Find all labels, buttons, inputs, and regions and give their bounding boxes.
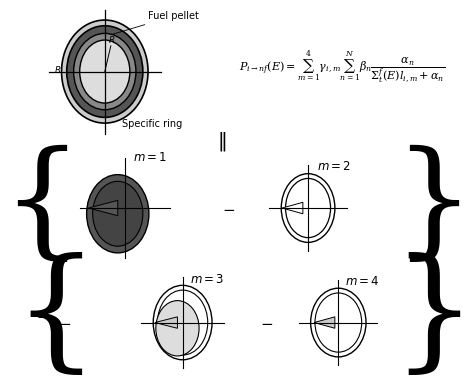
Polygon shape [155,317,177,328]
Ellipse shape [314,293,361,352]
Text: $m=1$: $m=1$ [133,151,167,164]
Text: $-$: $-$ [36,309,49,323]
Ellipse shape [281,174,334,242]
Ellipse shape [156,301,198,356]
Text: {: { [13,252,98,381]
Ellipse shape [73,33,136,110]
Text: R: R [109,36,115,45]
Text: $-$: $-$ [58,315,70,330]
Text: $m=2$: $m=2$ [316,160,350,173]
Text: Specific ring: Specific ring [122,119,182,129]
Polygon shape [314,317,334,328]
Text: $\|$: $\|$ [217,130,226,153]
Text: }: } [390,252,475,381]
Ellipse shape [92,181,142,246]
Text: $m=3$: $m=3$ [189,273,223,286]
Ellipse shape [310,288,365,357]
Text: $-$: $-$ [221,201,235,216]
Text: $-$: $-$ [259,315,273,330]
Ellipse shape [285,178,330,238]
Ellipse shape [87,175,149,253]
Ellipse shape [157,290,207,355]
Ellipse shape [153,285,212,360]
Ellipse shape [67,26,142,117]
Polygon shape [88,200,118,216]
Text: $m=4$: $m=4$ [345,275,379,288]
Ellipse shape [79,40,129,103]
Text: }: } [392,144,473,268]
Text: $P_{i\rightarrow nf}(E)=\sum_{m=1}^{4}\gamma_{i,m}\sum_{n=1}^{N}\beta_n\dfrac{\a: $P_{i\rightarrow nf}(E)=\sum_{m=1}^{4}\g… [238,49,444,85]
Text: R: R [55,67,61,76]
Text: {: { [1,144,82,268]
Polygon shape [281,202,302,214]
Ellipse shape [61,20,148,123]
Text: Fuel pellet: Fuel pellet [111,11,198,34]
